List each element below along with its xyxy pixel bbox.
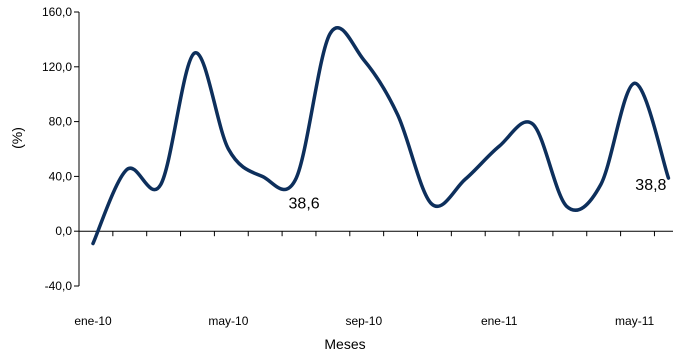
data-point — [565, 205, 568, 208]
data-point — [498, 145, 501, 148]
series-layer — [91, 25, 671, 246]
data-label: 38,6 — [289, 195, 320, 212]
y-tick-label: -40,0 — [45, 279, 73, 293]
data-point — [667, 177, 670, 180]
data-point — [430, 202, 433, 205]
data-point — [295, 177, 298, 180]
x-tick-label: ene-10 — [74, 314, 112, 328]
data-point — [633, 82, 636, 85]
x-axis-title: Meses — [324, 336, 365, 352]
data-point — [532, 123, 535, 126]
data-point — [159, 183, 162, 186]
data-point — [362, 58, 365, 61]
y-tick-label: 120,0 — [42, 60, 72, 74]
y-tick-label: 0,0 — [55, 224, 72, 238]
data-point — [125, 168, 128, 171]
y-axis: -40,0 0,0 40,0 80,0 120,0 160,0 — [42, 5, 80, 293]
annotation-layer: 38,6 38,8 — [289, 177, 667, 212]
x-axis: ene-10 may-10 sep-10 ene-11 may-11 — [74, 230, 673, 328]
data-point — [599, 183, 602, 186]
x-tick-label: may-10 — [208, 314, 248, 328]
data-label: 38,8 — [635, 177, 666, 194]
data-point — [227, 148, 230, 151]
data-point — [92, 242, 95, 245]
y-axis-title: (%) — [9, 127, 25, 149]
data-point — [261, 175, 264, 178]
data-point — [396, 113, 399, 116]
data-point — [193, 52, 196, 55]
y-tick-label: 40,0 — [49, 169, 73, 183]
x-tick-label: may-11 — [615, 314, 654, 328]
y-tick-label: 160,0 — [42, 5, 72, 19]
x-tick-label: ene-11 — [481, 314, 518, 328]
series-line — [91, 25, 671, 246]
x-tick-label: sep-10 — [345, 314, 382, 328]
data-point — [464, 178, 467, 181]
y-tick-label: 80,0 — [49, 115, 73, 129]
data-point — [328, 32, 331, 35]
